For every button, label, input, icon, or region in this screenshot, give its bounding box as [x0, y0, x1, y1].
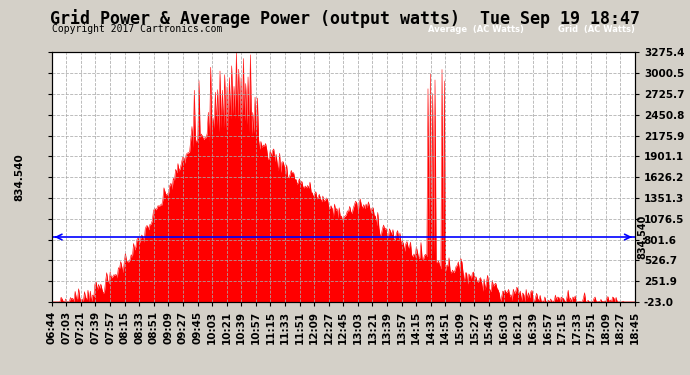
Text: 834.540: 834.540	[638, 215, 648, 259]
Text: 834.540: 834.540	[14, 153, 25, 201]
Text: Grid Power & Average Power (output watts)  Tue Sep 19 18:47: Grid Power & Average Power (output watts…	[50, 9, 640, 28]
Text: Copyright 2017 Cartronics.com: Copyright 2017 Cartronics.com	[52, 24, 222, 34]
Text: Grid  (AC Watts): Grid (AC Watts)	[558, 25, 635, 34]
Text: Average  (AC Watts): Average (AC Watts)	[428, 25, 524, 34]
